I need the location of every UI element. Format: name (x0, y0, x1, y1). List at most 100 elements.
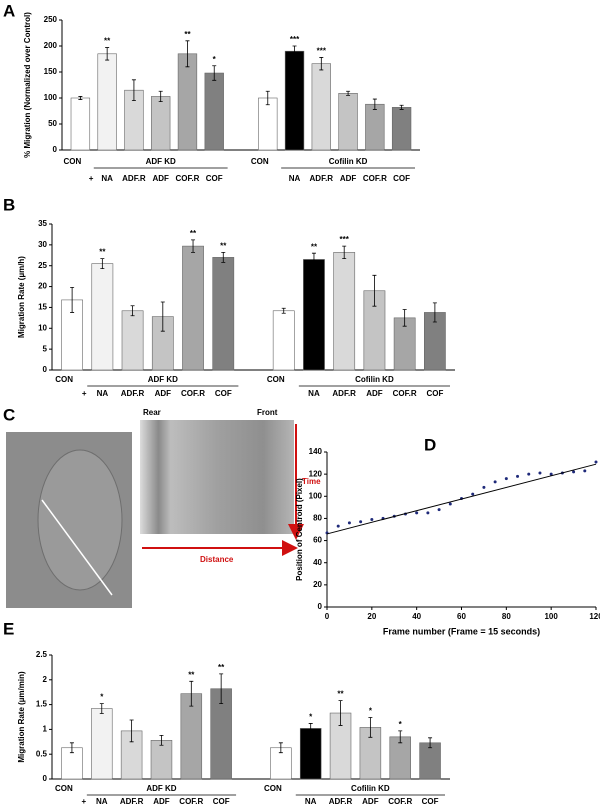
kymo-label: Distance (200, 555, 234, 564)
bar (391, 107, 412, 151)
group-label: Cofilin KD (329, 157, 368, 166)
panel-label: B (3, 195, 15, 214)
error-bar (219, 673, 224, 705)
error-bar (69, 742, 74, 754)
significance: ** (99, 248, 106, 257)
x-tick-label: ADF.R (329, 797, 353, 806)
bar (303, 259, 325, 371)
x-tick-label: COF (215, 389, 232, 398)
error-bar (159, 734, 164, 746)
x-tick-label: CON (55, 375, 73, 384)
bar (212, 257, 235, 371)
error-bar (432, 302, 437, 323)
error-bar (319, 57, 324, 71)
significance: * (309, 713, 313, 722)
x-tick-label: ADF.R (122, 174, 146, 183)
point (426, 511, 430, 515)
point (370, 518, 374, 522)
x-tick-label: ADF (152, 174, 169, 183)
y-tick-label: 100 (309, 491, 323, 500)
x-tick-label: COF.R (363, 174, 387, 183)
bar (299, 728, 322, 780)
bar (311, 63, 331, 151)
x-tick-label: 40 (412, 612, 421, 621)
x-tick-label: 120 (589, 612, 600, 621)
significance: *** (290, 35, 300, 44)
significance: ** (218, 663, 225, 672)
significance: * (369, 707, 373, 716)
x-tick-label: NA (308, 389, 320, 398)
x-tick-label: NA (289, 174, 301, 183)
x-tick-label: 100 (544, 612, 558, 621)
bar (121, 310, 144, 371)
cell-outline (37, 449, 123, 591)
error-bar (368, 717, 373, 738)
error-bar (131, 79, 136, 101)
error-bar (130, 305, 135, 317)
point (516, 474, 520, 478)
error-bar (342, 245, 347, 260)
group-label: Cofilin KD (355, 375, 394, 384)
significance: ** (188, 670, 195, 679)
point (504, 477, 508, 481)
x-tick-label: NA (96, 797, 108, 806)
bar (91, 708, 113, 780)
x-tick-label: COF (206, 174, 223, 183)
bar (419, 742, 441, 780)
y-tick-label: 20 (38, 282, 47, 291)
x-tick-label: NA (305, 797, 317, 806)
point (347, 521, 351, 525)
significance: * (399, 720, 403, 729)
point (594, 460, 598, 464)
y-tick-label: 2 (43, 675, 48, 684)
x-tick-label: CON (251, 157, 269, 166)
y-axis-label: % Migration (Normalized over Control) (23, 12, 32, 158)
significance: *** (340, 235, 350, 244)
error-bar (70, 287, 75, 313)
x-tick-label: ADF.R (332, 389, 356, 398)
point (482, 485, 486, 489)
error-bar (402, 309, 407, 327)
kymo-label: Time (302, 477, 321, 486)
error-bar (281, 307, 286, 314)
y-axis-label: Migration Rate (µm/min) (17, 671, 26, 763)
kymo-label: Rear (143, 408, 161, 417)
error-bar (78, 96, 83, 100)
error-bar (346, 90, 351, 96)
x-tick-label: ADF (340, 174, 357, 183)
group-label: Cofilin KD (351, 784, 390, 793)
point (549, 472, 553, 476)
bar (97, 53, 117, 151)
x-tick-label: NA (101, 174, 113, 183)
error-bar (105, 47, 110, 61)
x-tick-label: ADF.R (310, 174, 334, 183)
error-bar (372, 274, 377, 307)
y-tick-label: 120 (309, 469, 323, 478)
point (415, 511, 419, 515)
error-bar (428, 737, 433, 749)
x-tick-label: CON (267, 375, 285, 384)
error-bar (292, 45, 297, 57)
error-bar (189, 680, 194, 707)
x-tick-label: COF.R (388, 797, 412, 806)
y-tick-label: 15 (38, 303, 47, 312)
y-tick-label: 250 (44, 15, 58, 24)
x-tick-label: ADF (366, 389, 383, 398)
point (359, 520, 363, 524)
x-tick-label: COF.R (179, 797, 203, 806)
significance: ** (337, 690, 344, 699)
bar (150, 740, 173, 780)
x-tick-label: COF (422, 797, 439, 806)
error-bar (191, 239, 196, 253)
x-tick-label: CON (264, 784, 282, 793)
panel-label: E (3, 619, 14, 638)
y-axis-label: Migration Rate (µm/h) (17, 256, 26, 338)
y-tick-label: 100 (44, 93, 58, 102)
panel-label: C (3, 405, 15, 424)
bar (182, 245, 204, 371)
point (493, 480, 497, 484)
error-bar (338, 700, 343, 726)
y-tick-label: 150 (44, 67, 58, 76)
x-tick-label: COF.R (393, 389, 417, 398)
